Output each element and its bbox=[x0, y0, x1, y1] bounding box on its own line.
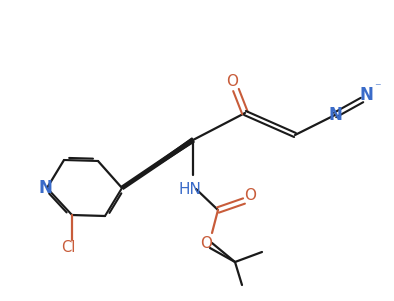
Polygon shape bbox=[122, 138, 194, 188]
Text: HN: HN bbox=[178, 182, 201, 197]
Text: O: O bbox=[226, 75, 238, 89]
Text: O: O bbox=[200, 235, 212, 250]
Text: ⁻: ⁻ bbox=[374, 82, 380, 95]
Text: N: N bbox=[359, 86, 373, 104]
Text: N: N bbox=[38, 179, 52, 197]
Text: N: N bbox=[328, 106, 342, 124]
Text: Cl: Cl bbox=[61, 240, 75, 256]
Text: O: O bbox=[244, 188, 256, 203]
